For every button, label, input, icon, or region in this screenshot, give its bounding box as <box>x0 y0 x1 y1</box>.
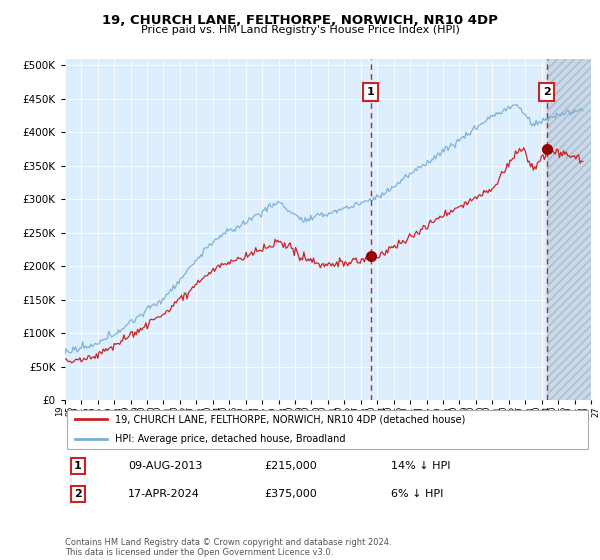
Text: Price paid vs. HM Land Registry's House Price Index (HPI): Price paid vs. HM Land Registry's House … <box>140 25 460 35</box>
Text: 19, CHURCH LANE, FELTHORPE, NORWICH, NR10 4DP: 19, CHURCH LANE, FELTHORPE, NORWICH, NR1… <box>102 14 498 27</box>
Text: £215,000: £215,000 <box>265 461 317 471</box>
Text: 6% ↓ HPI: 6% ↓ HPI <box>391 489 443 499</box>
FancyBboxPatch shape <box>67 410 589 449</box>
Bar <box>547 59 591 400</box>
Text: 09-AUG-2013: 09-AUG-2013 <box>128 461 202 471</box>
Text: 14% ↓ HPI: 14% ↓ HPI <box>391 461 451 471</box>
Text: Contains HM Land Registry data © Crown copyright and database right 2024.
This d: Contains HM Land Registry data © Crown c… <box>65 538 391 557</box>
Text: 2: 2 <box>74 489 82 499</box>
Text: 17-APR-2024: 17-APR-2024 <box>128 489 200 499</box>
Text: 1: 1 <box>367 87 374 97</box>
Bar <box>547 45 591 400</box>
Text: £375,000: £375,000 <box>265 489 317 499</box>
Text: 1: 1 <box>74 461 82 471</box>
Text: 19, CHURCH LANE, FELTHORPE, NORWICH, NR10 4DP (detached house): 19, CHURCH LANE, FELTHORPE, NORWICH, NR1… <box>115 414 465 424</box>
Text: HPI: Average price, detached house, Broadland: HPI: Average price, detached house, Broa… <box>115 434 345 444</box>
Text: 2: 2 <box>543 87 550 97</box>
